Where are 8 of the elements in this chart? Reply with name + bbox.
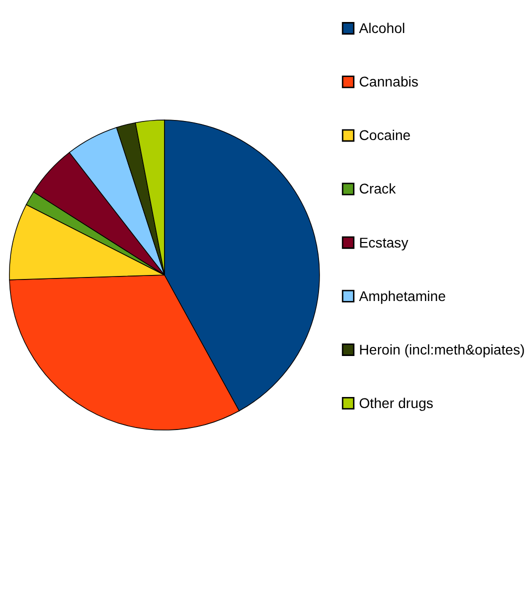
- legend-label: Heroin (incl:meth&opiates): [358, 341, 525, 358]
- legend-label: Other drugs: [358, 394, 434, 411]
- legend-label: Cocaine: [358, 127, 411, 144]
- legend-label: Ecstasy: [358, 234, 410, 250]
- legend-label: Cannabis: [358, 74, 418, 90]
- legend-label: Amphetamine: [358, 288, 446, 304]
- legend-label: Alcohol: [358, 20, 406, 36]
- legend-label: Crack: [358, 180, 397, 197]
